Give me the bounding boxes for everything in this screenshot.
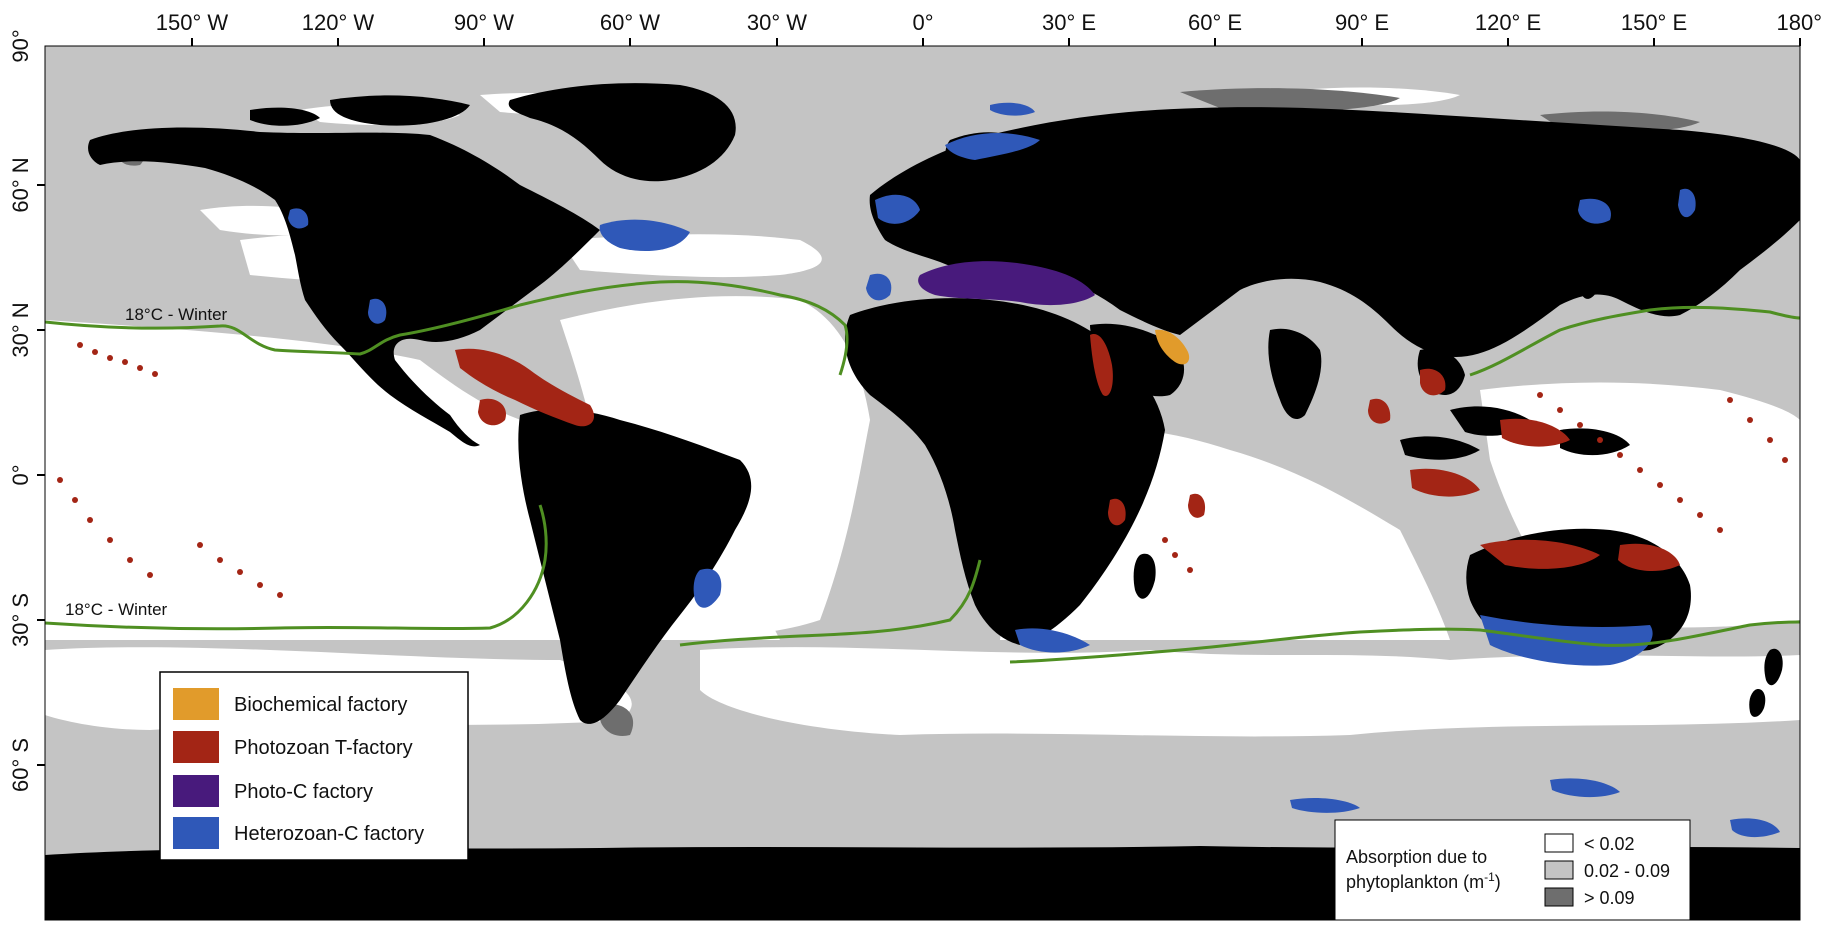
lat-label-60n: 60° N: [8, 157, 33, 212]
heterozoan-c-regions: [288, 102, 1780, 838]
lat-label-30n: 30° N: [8, 302, 33, 357]
lon-label-30e: 30° E: [1042, 10, 1096, 35]
absorption-title-sup: -1: [1484, 870, 1495, 884]
isotherm-label-south: 18°C - Winter: [65, 600, 168, 619]
lon-label-120w: 120° W: [302, 10, 375, 35]
legend-swatch-photozoan: [173, 731, 219, 763]
map-area: 18°C - Winter 18°C - Winter: [45, 46, 1800, 920]
legend-swatch-photo-c: [173, 775, 219, 807]
abs-swatch-high: [1544, 887, 1574, 907]
lon-label-150w: 150° W: [156, 10, 229, 35]
isotherm-label-north: 18°C - Winter: [125, 305, 228, 324]
lat-label-90: 90°: [8, 29, 33, 62]
abs-swatch-mid: [1544, 860, 1574, 880]
isotherm-north-line: [45, 280, 1800, 377]
abs-label-mid: 0.02 - 0.09: [1584, 861, 1670, 881]
absorption-title-prefix: phytoplankton (m: [1346, 872, 1484, 892]
lon-label-120e: 120° E: [1475, 10, 1541, 35]
lat-label-60s: 60° S: [8, 738, 33, 792]
isotherm-south-line: [45, 504, 1800, 664]
legend-label-photozoan: Photozoan T-factory: [234, 737, 413, 759]
abs-swatch-low: [1544, 833, 1574, 853]
photozoan-island-dots: [57, 342, 1788, 598]
lat-label-0: 0°: [8, 464, 33, 485]
lon-label-0: 0°: [912, 10, 933, 35]
lon-label-60w: 60° W: [600, 10, 660, 35]
photo-c-region: [918, 261, 1095, 306]
lon-label-90w: 90° W: [454, 10, 514, 35]
biochemical-region: [1155, 329, 1190, 365]
lon-label-90e: 90° E: [1335, 10, 1389, 35]
legend-label-photo-c: Photo-C factory: [234, 781, 373, 803]
lon-label-150e: 150° E: [1621, 10, 1687, 35]
longitude-axis: 150° W 120° W 90° W 60° W 30° W 0° 30° E…: [156, 10, 1822, 46]
absorption-title-line2: phytoplankton (m-1): [1346, 870, 1501, 892]
lon-label-180: 180°: [1776, 10, 1822, 35]
lon-label-30w: 30° W: [747, 10, 807, 35]
absorption-legend: Absorption due to phytoplankton (m-1) < …: [1334, 819, 1691, 921]
legend-swatch-heterozoan: [173, 817, 219, 849]
abs-label-low: < 0.02: [1584, 834, 1635, 854]
factory-legend: Biochemical factory Photozoan T-factory …: [159, 671, 469, 861]
absorption-title-line1: Absorption due to: [1346, 847, 1487, 867]
legend-label-heterozoan: Heterozoan-C factory: [234, 823, 424, 845]
absorption-title-suffix: ): [1495, 872, 1501, 892]
lon-label-60e: 60° E: [1188, 10, 1242, 35]
absorption-legend-box: [1334, 819, 1691, 921]
lat-label-30s: 30° S: [8, 593, 33, 647]
legend-label-biochemical: Biochemical factory: [234, 694, 407, 716]
abs-label-high: > 0.09: [1584, 888, 1635, 908]
land-masses: [88, 83, 1800, 724]
legend-swatch-biochemical: [173, 688, 219, 720]
latitude-axis: 90° 60° N 30° N 0° 30° S 60° S: [8, 29, 45, 792]
photozoan-t-regions: [455, 334, 1680, 572]
